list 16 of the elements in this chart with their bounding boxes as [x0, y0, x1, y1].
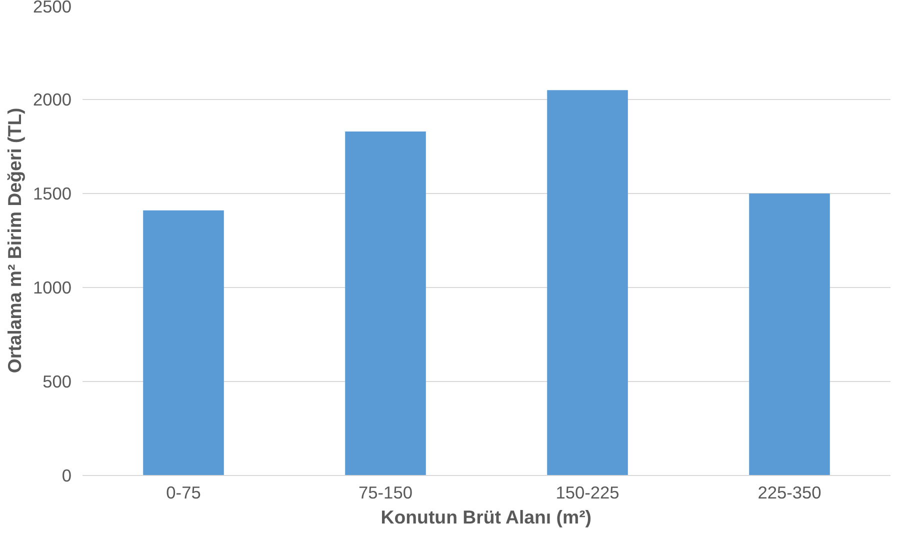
- y-tick-label: 500: [42, 372, 72, 392]
- y-tick-label: 2000: [32, 90, 72, 110]
- bar: [749, 194, 830, 476]
- x-axis-title: Konutun Brüt Alanı (m²): [380, 506, 592, 528]
- y-axis-title: Ortalama m² Birim Değeri (TL): [4, 108, 25, 374]
- bar: [547, 90, 628, 476]
- bar: [345, 131, 426, 476]
- x-tick-label: 225-350: [758, 482, 822, 502]
- y-tick-label: 2500: [32, 0, 72, 16]
- x-tick-label: 150-225: [556, 482, 620, 502]
- y-tick-label: 1000: [32, 278, 72, 298]
- x-tick-label: 75-150: [358, 482, 412, 502]
- x-tick-label: 0-75: [166, 482, 201, 502]
- y-tick-label: 1500: [32, 184, 72, 204]
- bar: [143, 210, 224, 476]
- y-tick-label: 0: [62, 466, 72, 486]
